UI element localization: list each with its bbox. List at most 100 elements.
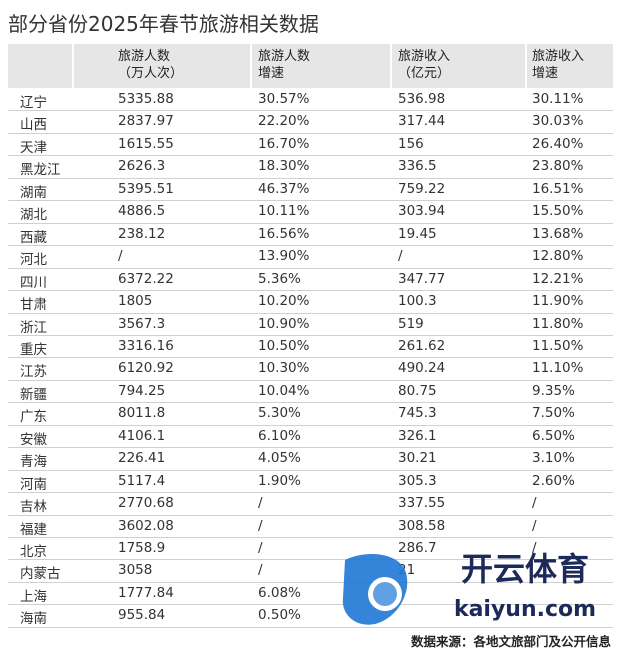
cell: 1758.9 — [118, 540, 166, 556]
row-line — [8, 177, 613, 179]
row-line — [8, 559, 613, 561]
cell: 10.50% — [258, 337, 310, 354]
cell: 238.12 — [118, 225, 166, 242]
province: 广东 — [20, 409, 47, 426]
cell: 30.57% — [258, 91, 310, 107]
header-line: 旅游人数 — [118, 49, 171, 64]
cell: 5.36% — [258, 270, 301, 287]
cell: 305.3 — [398, 472, 437, 489]
cell: 156 — [398, 135, 424, 152]
cell: 13.90% — [258, 248, 310, 265]
row-line — [8, 357, 613, 359]
cell: 3316.16 — [118, 337, 174, 354]
header-separator — [390, 44, 392, 88]
cell: / — [532, 517, 537, 534]
cell: 759.22 — [398, 180, 446, 197]
province: 西藏 — [20, 229, 47, 246]
header-background — [8, 44, 613, 88]
cell: 3.10% — [532, 450, 575, 467]
cell: 2626.3 — [118, 158, 166, 175]
cell: 11.90% — [532, 293, 584, 310]
cell: 16.51% — [532, 180, 584, 197]
cell: 9.35% — [532, 382, 575, 399]
cell: 2837.97 — [118, 113, 174, 130]
cell: 1805 — [118, 293, 153, 310]
cell: 326.1 — [398, 427, 437, 444]
cell: / — [532, 540, 537, 556]
cell: 11.80% — [532, 315, 584, 332]
row-line — [8, 200, 613, 202]
province: 内蒙古 — [20, 566, 61, 583]
cell: 3058 — [118, 562, 153, 579]
header-line: （万人次） — [118, 66, 184, 81]
row-line — [8, 469, 613, 471]
cell: 15.50% — [532, 203, 584, 220]
cell: 13.68% — [532, 225, 584, 242]
cell: 6.10% — [258, 427, 301, 444]
cell: 4886.5 — [118, 203, 166, 220]
cell: 8011.8 — [118, 405, 166, 422]
cell: 11.10% — [532, 360, 584, 377]
cell: 12.80% — [532, 248, 584, 265]
cell: 19.45 — [398, 225, 437, 242]
cell: 6372.22 — [118, 270, 174, 287]
row-line — [8, 604, 613, 606]
cell: 336.5 — [398, 158, 437, 175]
cell: 337.55 — [398, 495, 446, 512]
watermark-name: 开云体育 — [461, 550, 589, 588]
row-line — [8, 290, 613, 292]
cell: / — [258, 540, 263, 556]
cell: 4.05% — [258, 450, 301, 467]
source: 数据来源：各地文旅部门及公开信息 — [410, 634, 611, 649]
cell: 3602.08 — [118, 517, 174, 534]
header-line: （亿元） — [398, 66, 451, 81]
province: 吉林 — [20, 499, 47, 516]
watermark-ball-inner — [373, 582, 397, 606]
row-line — [8, 132, 613, 134]
cell: 5.30% — [258, 405, 301, 422]
header-cell: 旅游收入 （亿元） — [398, 48, 450, 82]
cell: / — [258, 562, 263, 579]
cell: 16.70% — [258, 135, 310, 152]
cell: 30.21 — [398, 450, 437, 467]
cell: 10.30% — [258, 360, 310, 377]
cell: 303.94 — [398, 203, 446, 220]
province: 甘肃 — [20, 297, 47, 314]
row-line — [8, 402, 613, 404]
cell: 261.62 — [398, 337, 446, 354]
row-line — [8, 312, 613, 314]
cell: 745.3 — [398, 405, 437, 422]
province: 海南 — [20, 611, 47, 628]
header-cell: 旅游人数 增速 — [258, 48, 310, 82]
cell: 10.90% — [258, 315, 310, 332]
row-line — [8, 581, 613, 583]
row-line — [8, 155, 613, 157]
cell: 226.41 — [118, 450, 166, 467]
row-line — [8, 110, 613, 112]
province: 北京 — [20, 544, 47, 560]
cell: 46.37% — [258, 180, 310, 197]
cell: 490.24 — [398, 360, 446, 377]
province: 河南 — [20, 476, 47, 493]
province: 天津 — [20, 139, 47, 156]
row-line — [8, 514, 613, 516]
province: 河北 — [20, 252, 47, 269]
cell: 10.20% — [258, 293, 310, 310]
header-line: 旅游收入 — [532, 49, 585, 64]
cell: / — [118, 248, 123, 265]
cell: 6120.92 — [118, 360, 174, 377]
header-separator — [525, 44, 527, 88]
cell: 23.80% — [532, 158, 584, 175]
row-line — [8, 245, 613, 247]
cell: 22.20% — [258, 113, 310, 130]
header-separator — [250, 44, 252, 88]
province: 青海 — [20, 454, 47, 471]
province: 上海 — [20, 588, 47, 605]
cell: 1.90% — [258, 472, 301, 489]
province: 江苏 — [20, 364, 47, 381]
cell: 519 — [398, 315, 424, 332]
cell: 30.03% — [532, 113, 584, 130]
row-line — [8, 447, 613, 449]
cell: / — [532, 495, 537, 512]
cell: / — [398, 248, 403, 265]
